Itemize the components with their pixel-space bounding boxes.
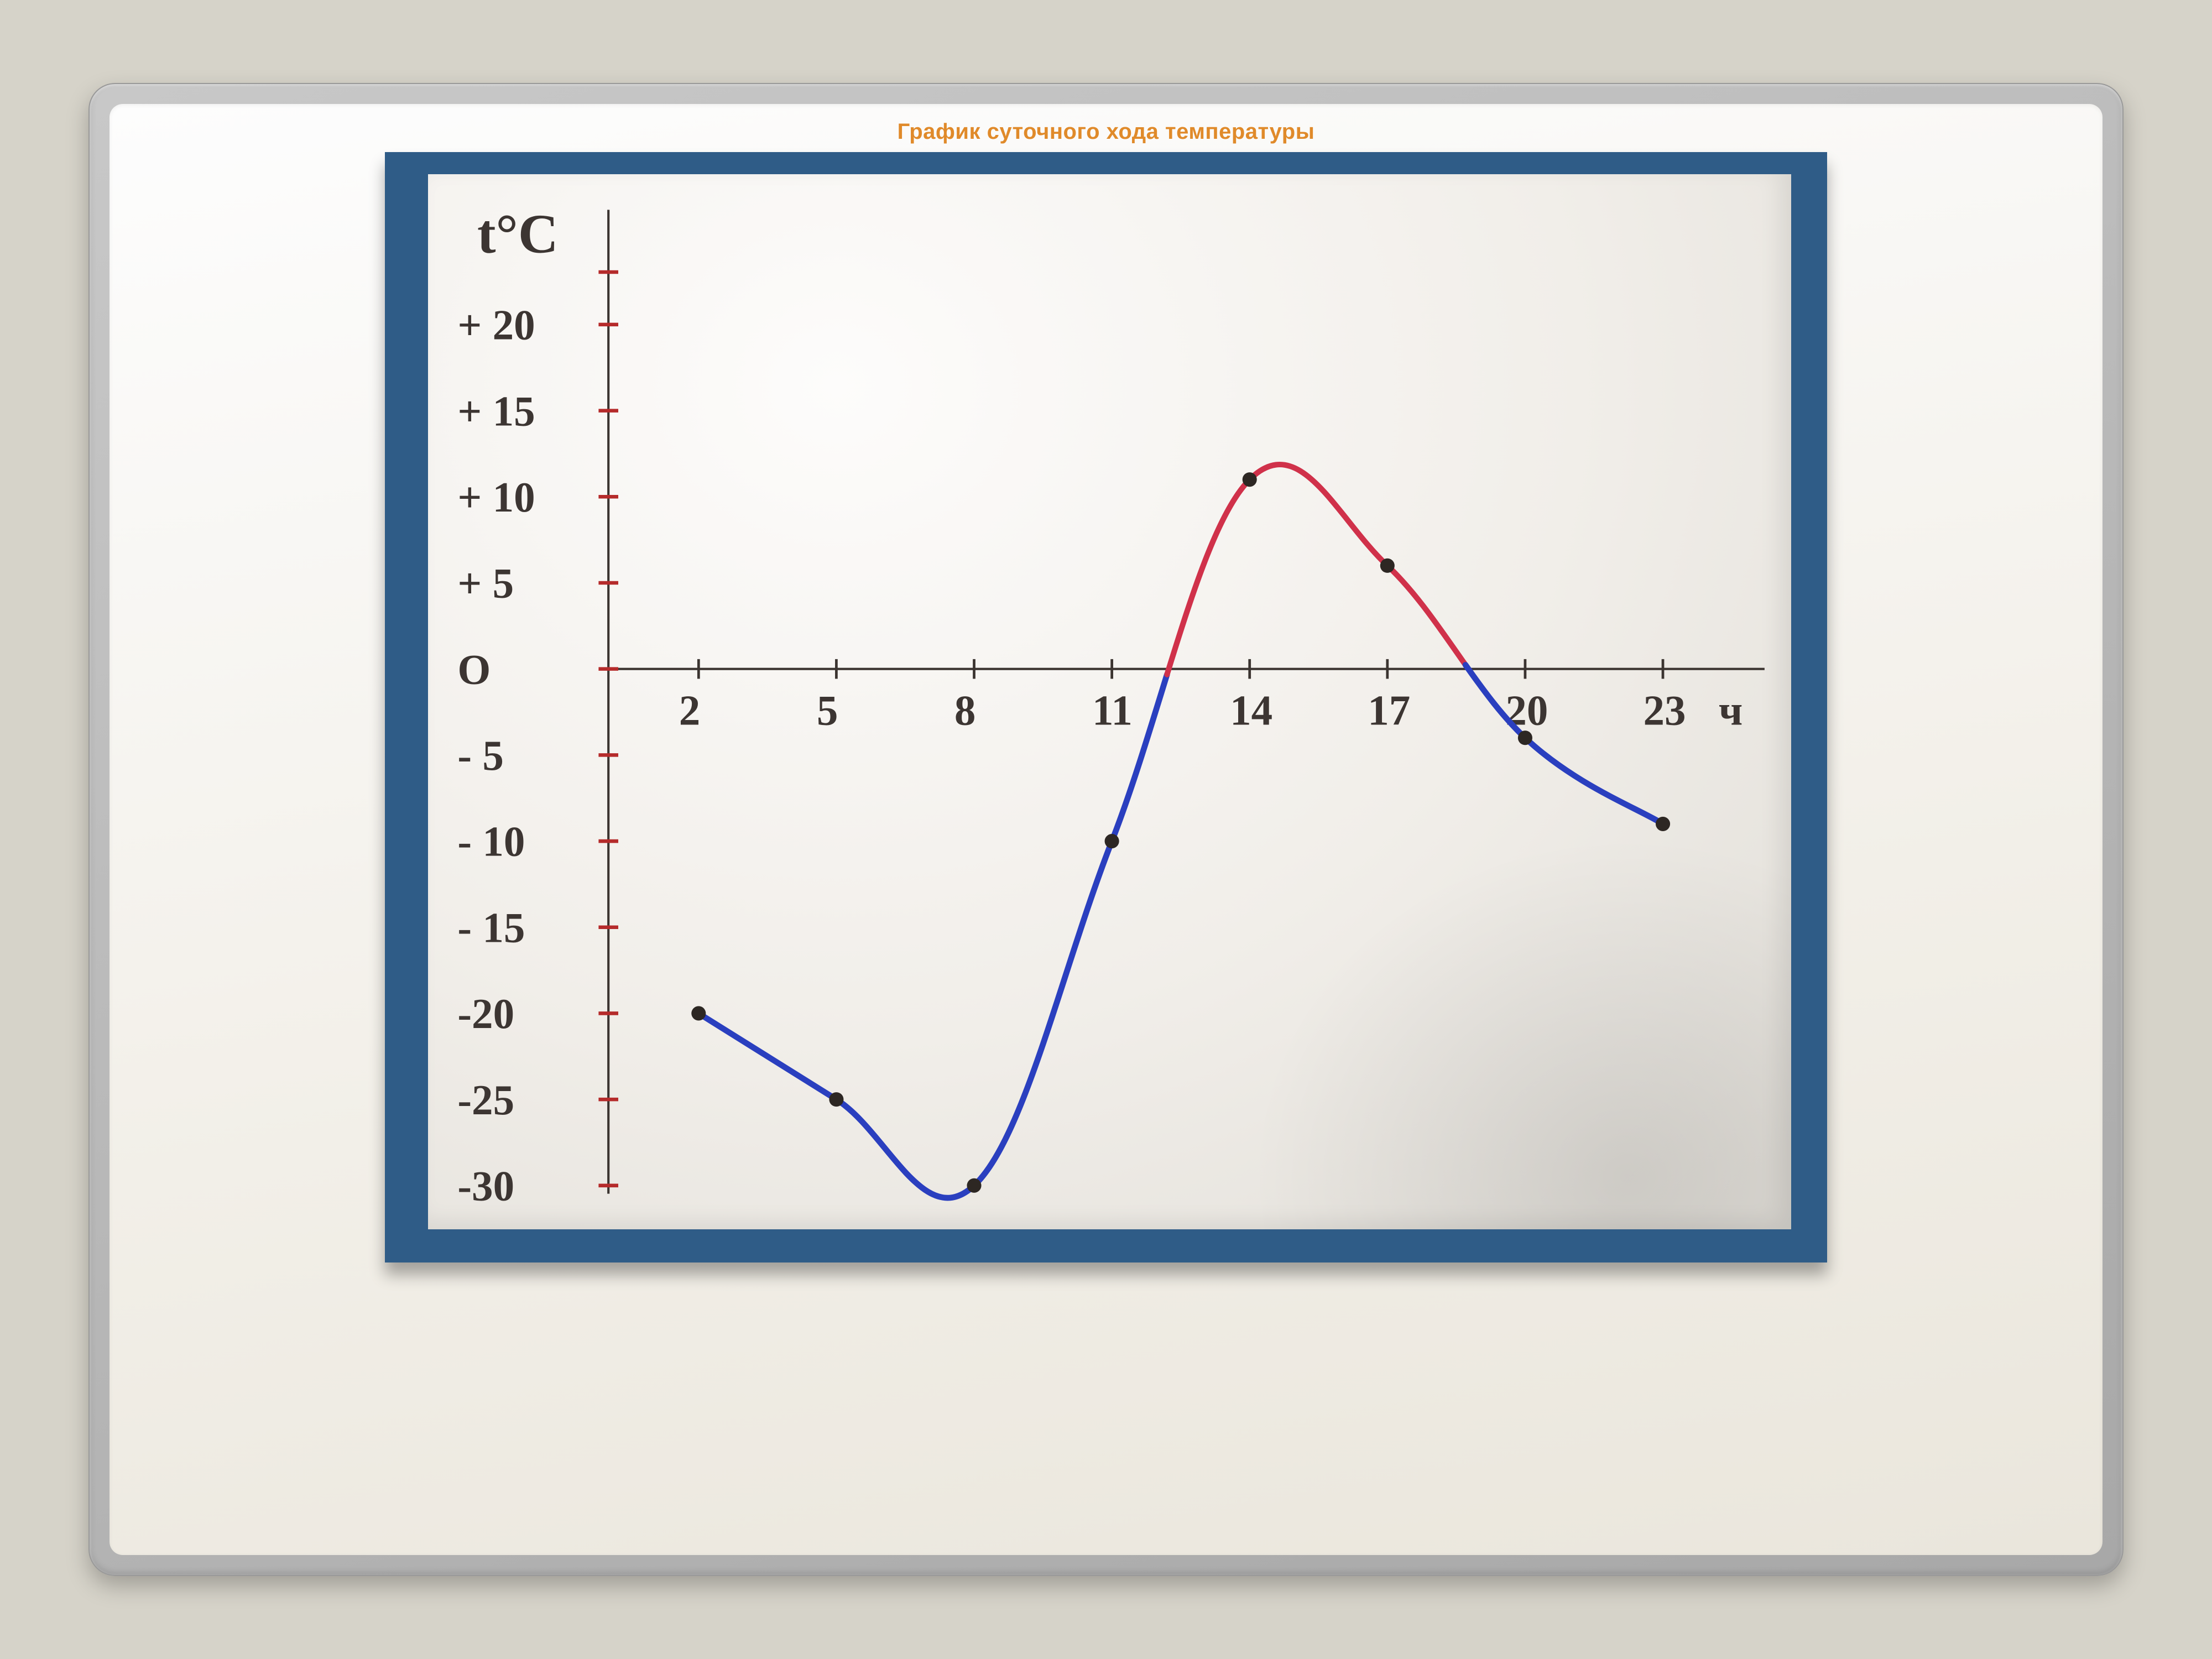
x-tick-label: 11 [1092,687,1133,734]
y-axis-title: t°C [477,203,559,265]
data-point [692,1006,706,1021]
temperature-curve-segment [699,465,1663,1198]
y-tick-label: + 15 [458,387,535,435]
y-tick-label: - 15 [458,904,525,952]
data-point [967,1178,982,1193]
y-tick-label: - 5 [458,732,504,779]
slide-title: График суточного хода температуры [898,119,1315,144]
x-axis-unit: ч [1719,687,1743,734]
y-tick-label: + 20 [458,301,535,349]
x-tick-label: 2 [679,687,701,734]
y-tick-label: O [458,646,491,693]
data-point [1243,472,1257,487]
chart-paper: t°C + 20 + 15 + 10 + 5 O - 5 - 10 - 15 -20 -25 -30 2… [428,174,1791,1229]
temperature-chart: t°C + 20 + 15 + 10 + 5 O - 5 - 10 - 15 -20 -25 -30 2… [428,174,1791,1229]
slide-panel: График суточного хода температуры t°C + 2… [109,104,2103,1555]
temperature-curve-segment [699,465,1663,1198]
y-tick-label: -30 [458,1162,515,1210]
data-point [830,1092,844,1107]
data-point [1518,731,1532,745]
data-point [1380,559,1395,573]
x-tick-label: 14 [1230,687,1272,734]
x-tick-label: 5 [817,687,838,734]
chart-photo: t°C + 20 + 15 + 10 + 5 O - 5 - 10 - 15 -20 -25 -30 2… [385,152,1827,1262]
temperature-curve-segment [699,465,1663,1198]
y-tick-label: -25 [458,1076,515,1124]
slide-outer-frame: График суточного хода температуры t°C + 2… [88,83,2124,1576]
y-tick-label: -20 [458,990,515,1037]
data-point [1656,817,1670,831]
x-tick-label: 8 [954,687,976,734]
data-point [1105,834,1119,848]
x-tick-label: 23 [1644,687,1686,734]
y-tick-label: + 5 [458,560,514,607]
y-tick-label: + 10 [458,473,535,521]
y-tick-label: - 10 [458,818,525,865]
x-tick-label: 17 [1368,687,1411,734]
